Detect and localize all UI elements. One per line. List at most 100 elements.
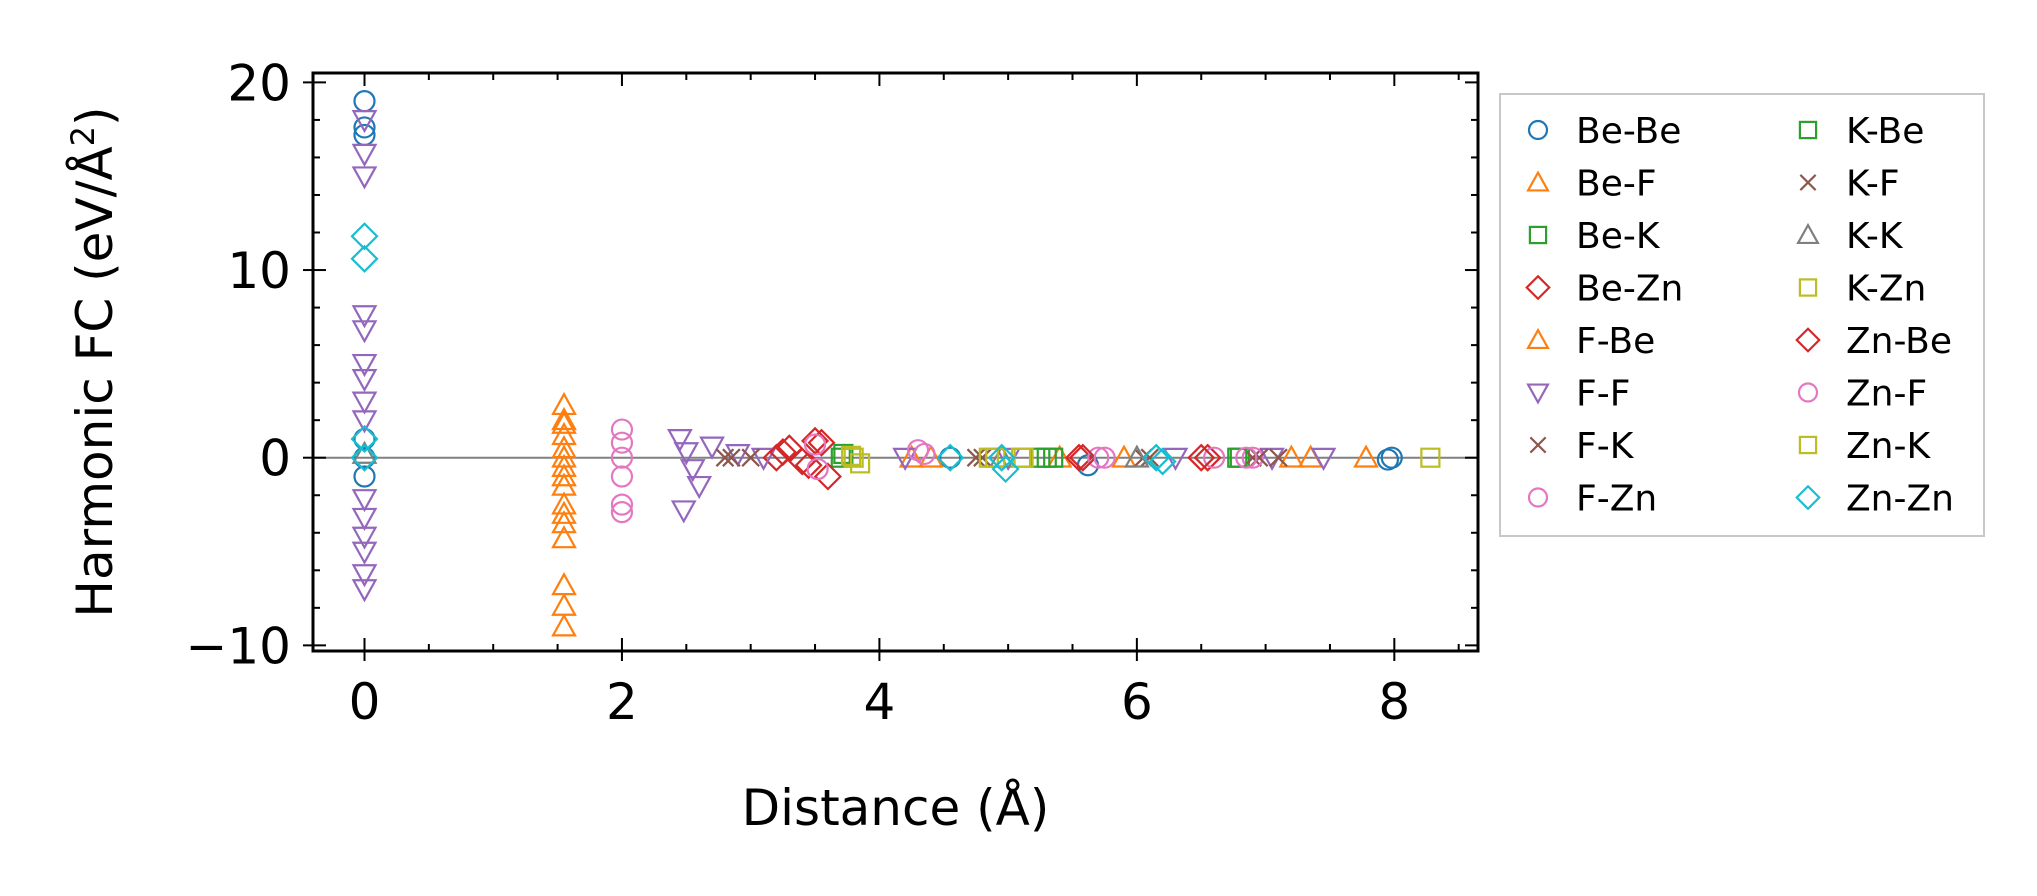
data-point bbox=[699, 436, 725, 460]
data-point bbox=[1235, 446, 1258, 469]
plot-area-frame bbox=[311, 71, 1480, 653]
y-axis-title-close: ) bbox=[66, 106, 124, 126]
data-point bbox=[840, 445, 862, 466]
legend-marker bbox=[1527, 119, 1549, 141]
data-point bbox=[1241, 446, 1264, 469]
legend-label: Be-F bbox=[1576, 164, 1657, 205]
legend-marker bbox=[1529, 436, 1547, 454]
data-point bbox=[741, 448, 760, 467]
data-point bbox=[610, 431, 634, 454]
data-point bbox=[610, 465, 634, 488]
legend-label: Zn-Be bbox=[1846, 321, 1952, 362]
data-point bbox=[551, 463, 577, 487]
series-f-f bbox=[351, 110, 1337, 603]
data-point bbox=[1123, 444, 1150, 468]
legend-label: F-Zn bbox=[1576, 479, 1657, 520]
data-point bbox=[610, 501, 634, 524]
data-point bbox=[724, 444, 751, 468]
legend-marker bbox=[1797, 382, 1819, 403]
legend-item: F-F bbox=[1526, 374, 1630, 415]
y-axis-title: Harmonic FC (eV/Å2) bbox=[64, 106, 124, 617]
data-point bbox=[830, 447, 851, 468]
y-tick-label: 0 bbox=[259, 430, 291, 488]
legend-item: Be-Be bbox=[1527, 111, 1681, 152]
data-point bbox=[351, 368, 378, 393]
data-point bbox=[667, 429, 693, 453]
data-point bbox=[800, 426, 830, 455]
y-tick-label: 10 bbox=[227, 242, 291, 300]
data-point bbox=[670, 500, 697, 524]
data-point bbox=[351, 410, 378, 434]
data-point bbox=[610, 418, 634, 441]
data-point bbox=[351, 110, 378, 134]
legend-item: K-Be bbox=[1798, 111, 1924, 152]
legend-label: Zn-F bbox=[1846, 374, 1927, 415]
data-point bbox=[350, 244, 379, 273]
data-point bbox=[551, 613, 577, 637]
legend-item: K-Zn bbox=[1798, 269, 1926, 310]
data-point bbox=[353, 446, 376, 469]
data-point bbox=[1310, 447, 1337, 471]
legend-box bbox=[1499, 93, 1985, 537]
series-k-k bbox=[351, 440, 1150, 468]
x-tick-label: 0 bbox=[349, 673, 381, 731]
data-point bbox=[351, 564, 378, 588]
legend-label: K-K bbox=[1846, 216, 1904, 257]
data-point bbox=[1036, 447, 1057, 468]
data-point bbox=[1087, 446, 1110, 469]
y-tick-label: −10 bbox=[185, 617, 291, 675]
data-point bbox=[768, 438, 797, 467]
data-point bbox=[353, 116, 376, 139]
data-point bbox=[351, 305, 378, 329]
data-point bbox=[722, 448, 741, 467]
data-point bbox=[351, 507, 378, 532]
data-point bbox=[350, 222, 379, 251]
legend-marker bbox=[1526, 383, 1550, 405]
legend-marker bbox=[1795, 327, 1821, 353]
data-point bbox=[350, 443, 379, 472]
data-point bbox=[936, 443, 965, 472]
legend-item: Be-K bbox=[1528, 216, 1661, 257]
data-point bbox=[1269, 448, 1288, 467]
data-point bbox=[788, 447, 817, 476]
data-point bbox=[350, 424, 379, 453]
legend-marker bbox=[1526, 327, 1550, 350]
data-point bbox=[679, 459, 706, 483]
data-point bbox=[973, 448, 992, 467]
data-point bbox=[351, 440, 378, 464]
data-point bbox=[551, 406, 577, 431]
series-f-be bbox=[551, 410, 1305, 524]
data-point bbox=[610, 446, 634, 469]
legend-item: Zn-K bbox=[1798, 426, 1931, 467]
data-markers bbox=[350, 90, 1441, 637]
data-point bbox=[987, 443, 1016, 472]
data-point bbox=[353, 90, 376, 113]
data-point bbox=[351, 320, 378, 344]
data-point bbox=[1068, 443, 1097, 472]
data-point bbox=[673, 442, 700, 466]
data-point bbox=[551, 572, 577, 596]
data-point bbox=[610, 493, 634, 516]
data-point bbox=[715, 448, 735, 467]
legend-item: Zn-F bbox=[1797, 374, 1927, 415]
legend-item: F-Be bbox=[1526, 321, 1655, 362]
data-point bbox=[1203, 446, 1226, 469]
data-point bbox=[351, 143, 378, 167]
data-point bbox=[1142, 443, 1171, 472]
series-zn-be bbox=[768, 426, 1216, 480]
x-tick-label: 4 bbox=[864, 673, 896, 731]
legend-label: K-F bbox=[1846, 164, 1900, 205]
data-point bbox=[1148, 447, 1177, 476]
legend-label: F-K bbox=[1576, 426, 1635, 467]
data-point bbox=[978, 447, 999, 468]
data-point bbox=[1193, 443, 1222, 472]
data-point bbox=[939, 446, 962, 469]
data-point bbox=[1227, 447, 1248, 468]
legend-label: F-F bbox=[1576, 374, 1630, 415]
legend-item: Be-F bbox=[1526, 164, 1657, 205]
legend-item: Be-Zn bbox=[1525, 269, 1683, 310]
data-point bbox=[351, 489, 378, 513]
data-point bbox=[351, 526, 378, 550]
data-point bbox=[351, 541, 378, 565]
